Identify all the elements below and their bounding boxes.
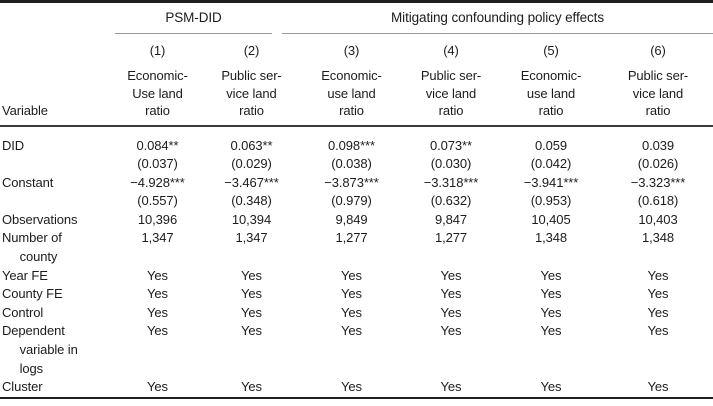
cell-value: Yes: [440, 286, 462, 302]
cell-value: Yes: [341, 304, 362, 320]
col-title-5: Economic- use land ratio: [499, 58, 603, 127]
col-number-2: (2): [243, 43, 260, 58]
table-row-number-of-county: Number of county 1,347 1,347 1,277 1,277…: [0, 229, 713, 266]
row-label-number-of-county: Number of county: [2, 230, 62, 265]
row-label-county-fe: County FE: [2, 286, 63, 302]
cell-value: Yes: [147, 267, 168, 283]
table-row-did: DID 0.084** (0.037) 0.063** (0.029) 0.09…: [0, 126, 713, 174]
group-label-mitigating: Mitigating confounding policy effects: [282, 10, 713, 34]
row-label-did: DID: [2, 137, 25, 153]
cell-value: Yes: [147, 304, 168, 320]
table-row-observations: Observations 10,396 10,394 9,849 9,847 1…: [0, 211, 713, 230]
group-header-row: PSM-DID Mitigating confounding policy ef…: [0, 2, 713, 35]
cell-value: 10,396: [137, 211, 178, 227]
cell-value: Yes: [647, 267, 669, 283]
group-label-psm-did: PSM-DID: [115, 10, 272, 34]
cell-value: Yes: [440, 304, 462, 320]
column-number-row: (1) (2) (3) (4) (5) (6): [0, 34, 713, 58]
table-row-county-fe: County FE Yes Yes Yes Yes Yes Yes: [0, 285, 713, 304]
cell-value: Yes: [647, 304, 669, 320]
col-number-1: (1): [149, 43, 166, 58]
column-title-row: Variable Economic- Use land ratio Public…: [0, 58, 713, 127]
cell-value: 1,347: [235, 230, 268, 246]
table-row-control: Control Yes Yes Yes Yes Yes Yes: [0, 304, 713, 323]
col-number-5: (5): [543, 43, 559, 58]
col-title-6: Public ser- vice land ratio: [603, 58, 713, 127]
cell-value: Yes: [540, 286, 562, 302]
col-number-4: (4): [443, 43, 459, 58]
row-label-cluster: Cluster: [2, 379, 43, 395]
cell-value: 0.039 (0.026): [637, 137, 679, 172]
row-label-constant: Constant: [2, 174, 54, 190]
cell-value: Yes: [147, 379, 168, 395]
cell-value: Yes: [147, 286, 168, 302]
col-number-3: (3): [343, 43, 360, 58]
cell-value: 9,849: [335, 211, 368, 227]
cell-value: Yes: [540, 323, 562, 339]
cell-value: 1,348: [641, 230, 675, 246]
cell-value: Yes: [241, 323, 262, 339]
cell-value: Yes: [241, 304, 262, 320]
col-title-1: Economic- Use land ratio: [112, 58, 203, 127]
cell-value: −3.318*** (0.632): [423, 174, 479, 209]
table-row-constant: Constant −4.928*** (0.557) −3.467*** (0.…: [0, 174, 713, 211]
cell-value: 0.059 (0.042): [530, 137, 572, 172]
cell-value: Yes: [540, 379, 562, 395]
cell-value: −3.467*** (0.348): [224, 174, 279, 209]
row-label-year-fe: Year FE: [2, 267, 48, 283]
stub-cell: [0, 2, 112, 35]
cell-value: 9,847: [434, 211, 468, 227]
cell-value: 1,277: [434, 230, 468, 246]
table-row-dependent-variable-in-logs: Dependent variable in logs Yes Yes Yes Y…: [0, 322, 713, 378]
stub-cell: [0, 34, 112, 58]
cell-value: 10,394: [231, 211, 272, 227]
col-number-6: (6): [650, 43, 666, 58]
cell-value: 0.063** (0.029): [230, 137, 273, 172]
cell-value: 1,277: [335, 230, 368, 246]
col-title-3: Economic- use land ratio: [300, 58, 403, 127]
col-title-2: Public ser- vice land ratio: [203, 58, 300, 127]
cell-value: Yes: [341, 323, 362, 339]
cell-value: 10,405: [531, 211, 571, 227]
cell-value: Yes: [647, 286, 669, 302]
table-row-cluster: Cluster Yes Yes Yes Yes Yes Yes: [0, 378, 713, 398]
cell-value: 0.084** (0.037): [136, 137, 179, 172]
cell-value: −4.928*** (0.557): [130, 174, 185, 209]
cell-value: −3.873*** (0.979): [324, 174, 379, 209]
cell-value: Yes: [241, 286, 262, 302]
cell-value: Yes: [341, 267, 362, 283]
table-row-year-fe: Year FE Yes Yes Yes Yes Yes Yes: [0, 267, 713, 286]
group-cell-psm-did: PSM-DID: [112, 2, 300, 34]
variable-header: Variable: [0, 58, 112, 127]
row-label-observations: Observations: [2, 211, 78, 227]
cell-value: Yes: [440, 323, 462, 339]
cell-value: Yes: [540, 267, 562, 283]
cell-value: Yes: [147, 323, 168, 339]
group-cell-mitigating: Mitigating confounding policy effects: [282, 2, 713, 34]
cell-value: Yes: [440, 267, 462, 283]
col-title-4: Public ser- vice land ratio: [403, 58, 499, 127]
cell-value: Yes: [341, 286, 362, 302]
cell-value: Yes: [341, 379, 362, 395]
cell-value: −3.323*** (0.618): [630, 174, 686, 209]
cell-value: −3.941*** (0.953): [523, 174, 579, 209]
cell-value: 10,403: [638, 211, 678, 227]
cell-value: Yes: [647, 323, 669, 339]
cell-value: Yes: [241, 379, 262, 395]
cell-value: Yes: [647, 379, 669, 395]
cell-value: 1,347: [141, 230, 174, 246]
cell-value: 1,348: [534, 230, 568, 246]
row-label-dependent-variable-in-logs: Dependent variable in logs: [2, 323, 78, 376]
row-label-control: Control: [2, 304, 44, 320]
cell-value: 0.073** (0.030): [430, 137, 472, 172]
cell-value: Yes: [540, 304, 562, 320]
cell-value: 0.098*** (0.038): [328, 137, 375, 172]
cell-value: Yes: [440, 379, 462, 395]
cell-value: Yes: [241, 267, 262, 283]
